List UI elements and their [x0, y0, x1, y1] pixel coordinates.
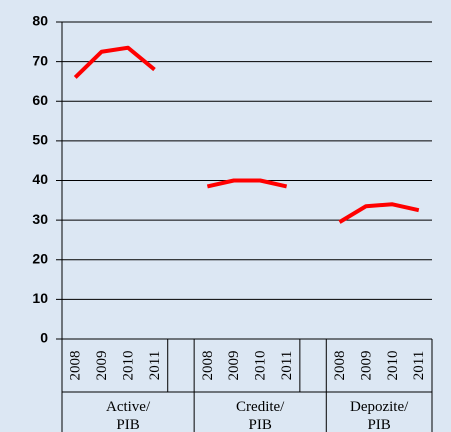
x-tick-label: 2011 [411, 351, 427, 380]
x-tick-label: 2010 [121, 351, 137, 381]
x-tick-label: 2008 [68, 351, 84, 381]
x-tick-label: 2011 [279, 351, 295, 380]
y-tick-label: 40 [32, 171, 48, 187]
y-tick-label: 30 [32, 211, 48, 227]
y-tick-label: 50 [32, 132, 48, 148]
group-label: Active/ PIB [105, 399, 151, 432]
group-label: Credite/ PIB [236, 399, 285, 432]
x-tick-label: 2011 [147, 351, 163, 380]
line [338, 202, 420, 224]
line [73, 45, 156, 79]
x-tick-label: 2010 [385, 351, 401, 381]
x-tick-label: 2009 [94, 351, 110, 381]
x-tick-label: 2009 [226, 351, 242, 381]
y-tick-label: 10 [32, 290, 48, 306]
y-tick-label: 70 [32, 52, 48, 68]
y-tick-label: 20 [32, 250, 48, 266]
x-tick-label: 2009 [358, 351, 374, 381]
x-tick-label: 2010 [253, 351, 269, 381]
line [206, 178, 288, 189]
y-tick-label: 0 [40, 330, 48, 346]
y-tick-label: 60 [32, 92, 48, 108]
group-label: Depozite/ PIB [349, 399, 409, 432]
y-tick-label: 80 [32, 13, 48, 29]
x-tick-label: 2008 [332, 351, 348, 381]
x-tick-label: 2008 [200, 351, 216, 381]
